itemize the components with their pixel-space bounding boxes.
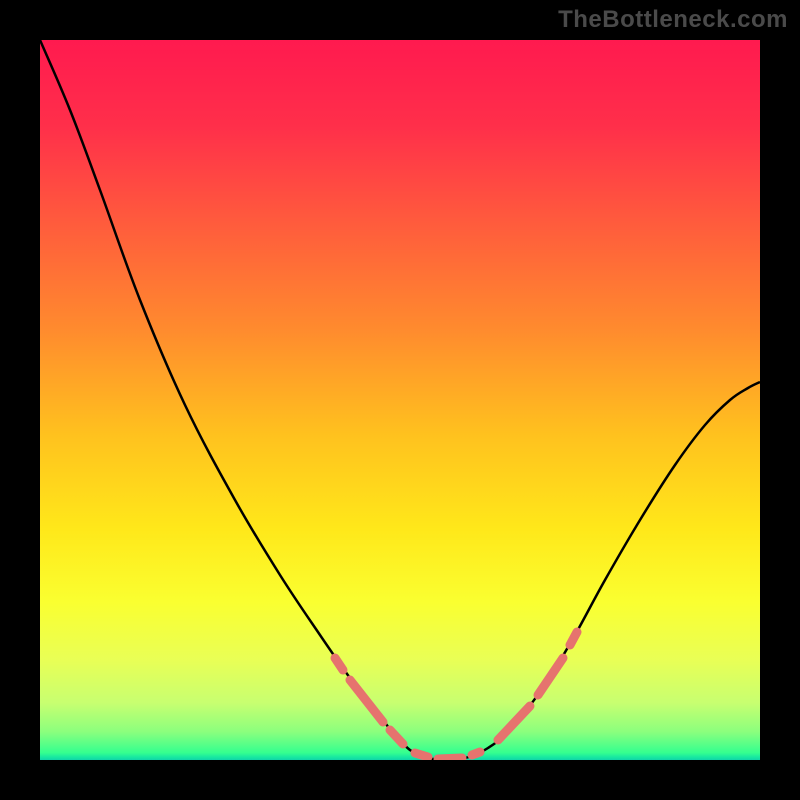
bottleneck-chart xyxy=(0,0,800,800)
dash-segment xyxy=(472,752,480,755)
gradient-background xyxy=(40,40,760,760)
dash-segment xyxy=(438,758,462,759)
chart-stage: TheBottleneck.com xyxy=(0,0,800,800)
watermark-text: TheBottleneck.com xyxy=(558,6,788,34)
dash-segment xyxy=(415,753,428,757)
dash-segment xyxy=(570,632,577,645)
